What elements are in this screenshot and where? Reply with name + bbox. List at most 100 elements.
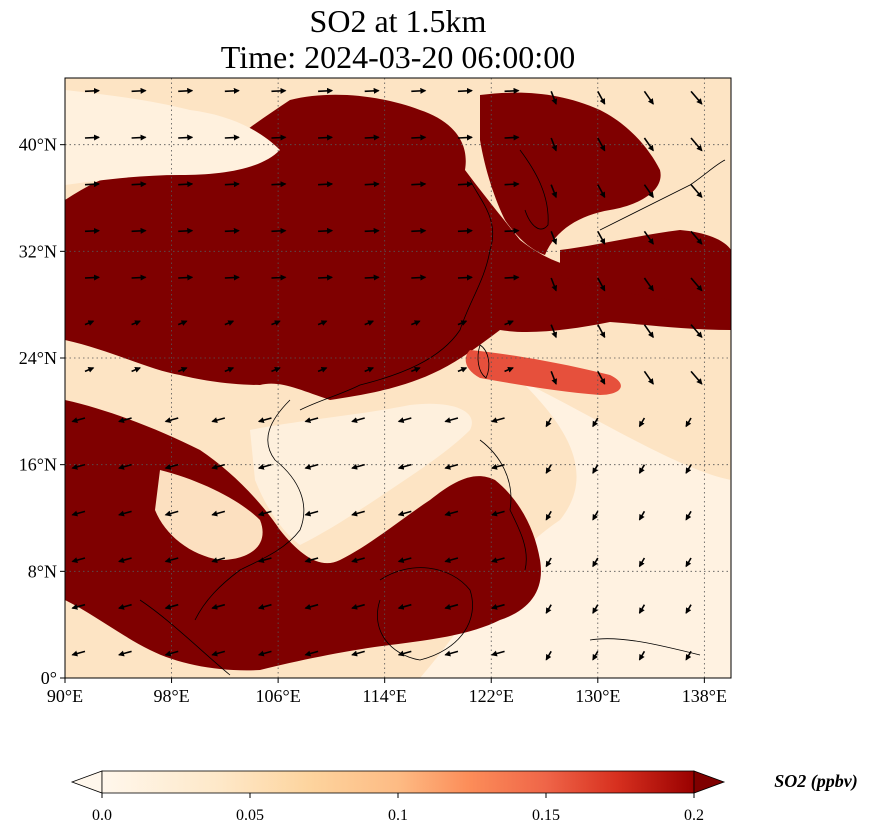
- lat-tick-label: 32°N: [19, 241, 57, 261]
- lon-tick-label: 130°E: [575, 686, 620, 706]
- wind-arrow: [271, 181, 287, 188]
- colorbar-tick-label: 0.2: [684, 807, 704, 824]
- wind-arrow: [643, 184, 654, 199]
- lon-tick-label: 122°E: [469, 686, 514, 706]
- wind-arrow: [690, 277, 703, 292]
- wind-arrow: [118, 603, 132, 610]
- wind-arrow: [597, 370, 606, 385]
- lat-tick-label: 40°N: [19, 135, 57, 155]
- colorbar-gradient: [101, 770, 695, 794]
- wind-arrow: [304, 417, 319, 424]
- wind-arrow: [411, 181, 427, 188]
- wind-arrow: [690, 324, 703, 339]
- wind-arrow: [224, 134, 240, 141]
- field-high-west-pacific: [560, 230, 731, 303]
- wind-arrow: [457, 87, 473, 94]
- field-high-indochina: [65, 400, 541, 671]
- wind-arrow: [364, 366, 375, 373]
- wind-arrow: [177, 366, 188, 373]
- wind-vectors: [71, 87, 703, 661]
- wind-arrow: [257, 650, 272, 657]
- wind-arrow: [690, 90, 703, 105]
- wind-arrow: [397, 463, 412, 470]
- wind-arrow: [84, 227, 100, 234]
- wind-arrow: [84, 87, 100, 94]
- wind-arrow: [118, 510, 132, 517]
- wind-arrow: [550, 231, 558, 245]
- wind-arrow: [364, 274, 380, 281]
- wind-arrow: [685, 510, 692, 521]
- wind-arrow: [178, 227, 194, 234]
- wind-arrow: [504, 274, 520, 281]
- wind-arrow: [271, 320, 281, 326]
- wind-arrow: [550, 184, 558, 199]
- wind-arrow: [164, 417, 179, 424]
- wind-arrow: [490, 463, 505, 470]
- field-high-korea-japan: [480, 92, 661, 255]
- wind-arrow: [84, 366, 95, 373]
- wind-arrow: [545, 650, 552, 661]
- wind-arrow: [118, 557, 132, 564]
- wind-arrow: [504, 134, 520, 141]
- wind-arrow: [317, 366, 328, 373]
- wind-arrow: [351, 510, 365, 517]
- lon-tick-label: 138°E: [682, 686, 727, 706]
- wind-arrow: [504, 87, 520, 94]
- coastline-japan: [599, 159, 726, 231]
- wind-arrow: [638, 604, 646, 614]
- coastline-china: [299, 179, 494, 411]
- wind-arrow: [164, 510, 179, 517]
- chart-subtitle-time: Time: 2024-03-20 06:00:00: [220, 39, 576, 75]
- wind-arrow: [318, 274, 334, 281]
- wind-arrow: [211, 510, 226, 517]
- wind-arrow: [545, 417, 552, 428]
- wind-arrow: [490, 650, 505, 657]
- colorbar-tick-label: 0.1: [388, 807, 408, 824]
- wind-arrow: [490, 603, 505, 610]
- wind-arrow: [71, 603, 86, 610]
- wind-arrow: [685, 417, 692, 428]
- wind-arrow: [224, 366, 235, 373]
- wind-arrow: [131, 227, 147, 234]
- wind-arrow: [318, 227, 334, 234]
- wind-arrow: [271, 134, 287, 141]
- wind-arrow: [178, 87, 194, 94]
- field-light-scs-plume: [250, 403, 472, 545]
- wind-arrow: [304, 510, 319, 517]
- wind-arrow: [638, 464, 646, 474]
- wind-arrow: [364, 181, 380, 188]
- wind-arrow: [597, 324, 606, 339]
- coastline-borneo: [377, 567, 473, 661]
- wind-arrow: [131, 134, 147, 141]
- colorbar: 0.0 0.05 0.1 0.15 0.2 SO2 (ppbv): [70, 770, 858, 824]
- wind-arrow: [224, 320, 235, 326]
- map-frame: [64, 77, 732, 679]
- wind-arrow: [411, 134, 427, 141]
- wind-arrow: [271, 274, 287, 281]
- colorbar-title: SO2 (ppbv): [774, 771, 858, 792]
- wind-arrow: [351, 650, 365, 657]
- wind-arrow: [638, 417, 646, 428]
- wind-arrow: [164, 603, 179, 610]
- wind-arrow: [351, 417, 365, 424]
- colorbar-extend-low: [70, 770, 103, 794]
- wind-arrow: [597, 137, 606, 152]
- wind-arrow: [304, 557, 319, 564]
- wind-arrow: [444, 463, 459, 470]
- wind-arrow: [71, 417, 86, 424]
- field-med-band-luzon: [465, 350, 621, 395]
- wind-arrow: [84, 274, 100, 281]
- coastline-sumatra: [139, 599, 231, 676]
- wind-arrow: [457, 320, 468, 326]
- wind-arrow: [504, 181, 520, 188]
- colorbar-tick-label: 0.0: [92, 807, 112, 824]
- wind-arrow: [318, 87, 334, 94]
- wind-arrow: [84, 134, 100, 141]
- wind-arrow: [118, 417, 132, 424]
- wind-arrow: [397, 417, 412, 424]
- wind-arrow: [592, 510, 599, 521]
- wind-arrow: [685, 650, 692, 661]
- wind-arrow: [457, 134, 473, 141]
- wind-arrow: [224, 274, 240, 281]
